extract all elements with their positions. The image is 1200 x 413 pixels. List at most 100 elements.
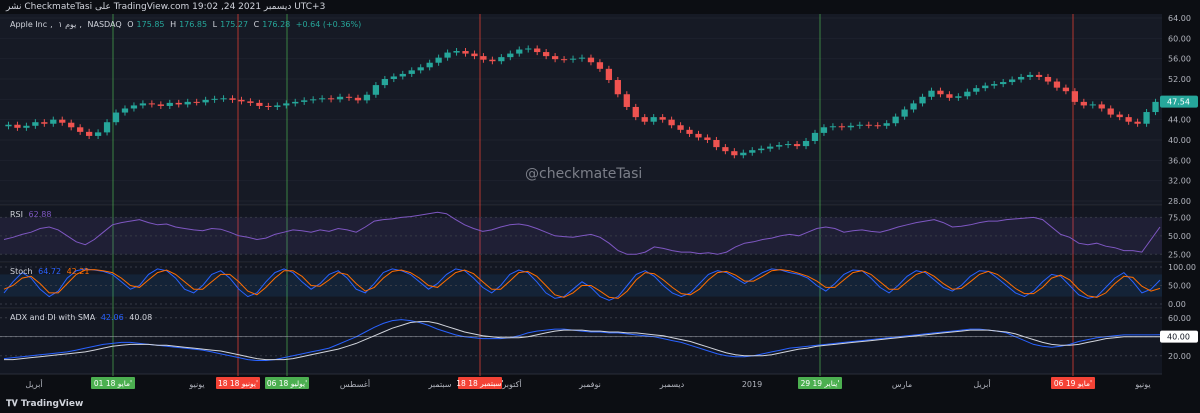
candle-body: [166, 102, 173, 106]
candle-body: [1089, 104, 1096, 106]
candle-body: [274, 105, 281, 107]
series-line-Stoch-K: [3, 268, 1161, 301]
adx-value: 42.06: [100, 313, 124, 322]
candle-body: [820, 127, 828, 133]
ohlc-o-label: O: [127, 20, 134, 29]
candle-body: [1143, 112, 1150, 124]
watermark-text: @checkmateTasi: [525, 166, 642, 182]
candle-body: [345, 96, 353, 98]
candle-body: [659, 117, 666, 120]
candle-body: [462, 51, 469, 54]
tradingview-brand: TradingView: [20, 399, 84, 409]
indicator-tick-label: 75.00: [1168, 213, 1191, 222]
candle-body: [381, 79, 388, 86]
indicator-tick-label: 100.00: [1168, 263, 1196, 272]
candle-body: [964, 91, 971, 97]
price-tick-label: 32.00: [1168, 177, 1191, 186]
symbol-name[interactable]: Apple Inc: [10, 20, 48, 29]
candle-body: [919, 96, 926, 104]
candle-body: [534, 48, 541, 53]
candle-body: [41, 122, 48, 124]
time-axis-label: أكتوبر: [501, 379, 521, 389]
candle-body: [632, 106, 639, 118]
adx-label[interactable]: ADX and DI with SMA: [10, 313, 96, 322]
candle-body: [695, 133, 702, 138]
candle-body: [426, 62, 433, 68]
footer-bar: 𝐓𝐕 TradingView: [0, 396, 1200, 413]
time-marker-label: 18 يونيو 18': [218, 379, 258, 388]
candle-body: [784, 144, 792, 146]
candle-body: [354, 97, 362, 101]
candle-body: [955, 96, 962, 98]
candle-body: [283, 103, 290, 106]
indicator-tick-label: 0.00: [1168, 300, 1186, 309]
candle-body: [668, 119, 675, 126]
candle-body: [363, 94, 371, 101]
stoch-legend[interactable]: Stoch 64.72 42.21: [10, 267, 92, 276]
adx-legend[interactable]: ADX and DI with SMA 42.06 40.08: [10, 313, 155, 322]
price-tick-label: 56.00: [1168, 55, 1191, 64]
candle-body: [310, 99, 317, 101]
candle-body: [650, 117, 657, 122]
time-axis-label: 2019: [742, 380, 762, 389]
symbol-interval[interactable]: يوم ١: [58, 20, 77, 29]
ohlc-close: 176.28: [262, 20, 291, 29]
stoch-label[interactable]: Stoch: [10, 267, 33, 276]
candle-body: [184, 101, 191, 105]
symbol-legend[interactable]: Apple Inc, يوم ١, NASDAQ O 175.85 H 176.85…: [10, 20, 362, 29]
candle-body: [982, 85, 989, 89]
tradingview-logo[interactable]: 𝐓𝐕 TradingView: [6, 396, 83, 413]
candle-body: [767, 146, 774, 149]
adx-value-badge: [1160, 330, 1198, 343]
ohlc-low: 175.27: [220, 20, 249, 29]
candle-body: [829, 126, 837, 128]
candle-body: [722, 147, 729, 152]
candle-body: [327, 98, 335, 100]
time-marker-label: 06 يوليو 18': [267, 379, 307, 388]
candle-body: [946, 94, 953, 98]
price-tick-label: 40.00: [1168, 136, 1191, 145]
candle-body: [130, 105, 138, 109]
candle-body: [94, 132, 102, 136]
candle-body: [1000, 82, 1007, 85]
candle-body: [1107, 108, 1114, 115]
adx-sma-value: 40.08: [129, 313, 153, 322]
last-price-badge: [1160, 95, 1198, 108]
indicator-tick-label: 60.00: [1168, 314, 1191, 323]
candle-body: [1116, 114, 1123, 118]
time-axis-label: نوفمبر: [578, 380, 601, 389]
candle-body: [901, 109, 908, 117]
candle-body: [23, 125, 30, 128]
rsi-legend[interactable]: RSI 62.88: [10, 210, 54, 219]
series-line-Stoch-D: [3, 269, 1161, 299]
ohlc-l-label: L: [212, 20, 218, 29]
candle-body: [59, 119, 66, 123]
series-line-ADX-SMA: [4, 321, 1161, 361]
price-axis-background: [1162, 14, 1200, 376]
candle-body: [569, 58, 577, 60]
stoch-d-value: 42.21: [66, 267, 90, 276]
time-marker-badge: [458, 377, 502, 389]
candle-body: [1125, 117, 1132, 122]
candle-body: [68, 122, 75, 128]
candle-body: [112, 112, 120, 123]
candle-body: [50, 119, 57, 124]
candle-body: [910, 103, 917, 110]
candle-body: [713, 140, 720, 148]
candle-body: [292, 101, 299, 104]
candle-body: [1071, 91, 1079, 102]
candle-body: [1080, 101, 1087, 106]
candle-body: [265, 105, 272, 107]
rsi-label[interactable]: RSI: [10, 210, 23, 219]
candle-body: [991, 84, 998, 86]
candle-body: [776, 145, 783, 147]
pane-background-3: [0, 309, 1162, 374]
candle-body: [740, 152, 747, 156]
publish-caption-bar: نشر CheckmateTasi على TradingView.com 19…: [0, 0, 1200, 14]
candle-body: [121, 108, 129, 113]
candle-body: [193, 101, 200, 103]
candle-body: [435, 57, 442, 63]
candle-body: [417, 67, 424, 71]
price-tick-label: 28.00: [1168, 197, 1191, 206]
candle-body: [758, 148, 765, 151]
